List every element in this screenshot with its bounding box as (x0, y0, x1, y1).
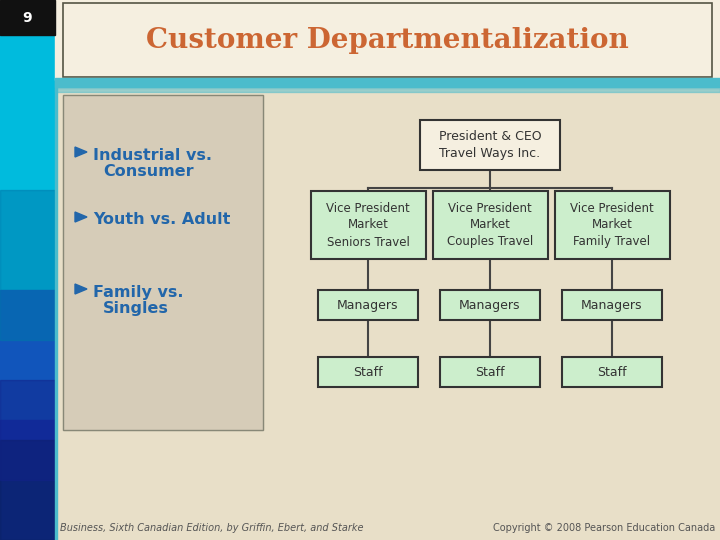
Text: Copyright © 2008 Pearson Education Canada: Copyright © 2008 Pearson Education Canad… (492, 523, 715, 533)
Bar (63, 95, 263, 430)
Text: Vice President
Market
Seniors Travel: Vice President Market Seniors Travel (326, 201, 410, 248)
Bar (0, 290, 55, 540)
Text: Consumer: Consumer (103, 165, 194, 179)
Bar (55, 80, 57, 540)
Bar (440, 357, 540, 387)
Text: Business, Sixth Canadian Edition, by Griffin, Ebert, and Starke: Business, Sixth Canadian Edition, by Gri… (60, 523, 364, 533)
Text: Staff: Staff (597, 366, 627, 379)
Bar (433, 191, 547, 259)
Bar (0, 440, 55, 540)
Polygon shape (75, 284, 87, 294)
Text: Vice President
Market
Couples Travel: Vice President Market Couples Travel (447, 201, 533, 248)
Bar (0, 380, 55, 480)
Bar (420, 120, 560, 170)
Text: Managers: Managers (581, 299, 643, 312)
Bar (562, 357, 662, 387)
Bar (310, 191, 426, 259)
Bar (440, 290, 540, 320)
Text: 9: 9 (23, 11, 32, 25)
Bar (55, 78, 720, 87)
Bar (554, 191, 670, 259)
Text: Staff: Staff (354, 366, 383, 379)
Bar (63, 95, 263, 430)
Text: Family vs.: Family vs. (93, 285, 184, 300)
Bar (318, 290, 418, 320)
Text: Vice President
Market
Family Travel: Vice President Market Family Travel (570, 201, 654, 248)
Text: President & CEO
Travel Ways Inc.: President & CEO Travel Ways Inc. (438, 130, 541, 160)
Text: Managers: Managers (337, 299, 399, 312)
Text: Managers: Managers (459, 299, 521, 312)
Text: Customer Departmentalization: Customer Departmentalization (146, 26, 629, 53)
Bar (0, 0, 55, 35)
Text: Singles: Singles (103, 301, 169, 316)
Polygon shape (75, 147, 87, 157)
Text: Industrial vs.: Industrial vs. (93, 147, 212, 163)
Bar (0, 420, 55, 540)
Text: Youth vs. Adult: Youth vs. Adult (93, 213, 230, 227)
Bar (0, 190, 55, 340)
Bar (0, 35, 55, 440)
Bar (318, 357, 418, 387)
Bar (562, 290, 662, 320)
Text: Staff: Staff (475, 366, 505, 379)
Bar (55, 0, 720, 80)
Polygon shape (75, 212, 87, 222)
Bar (63, 3, 712, 77)
Bar (55, 88, 720, 92)
